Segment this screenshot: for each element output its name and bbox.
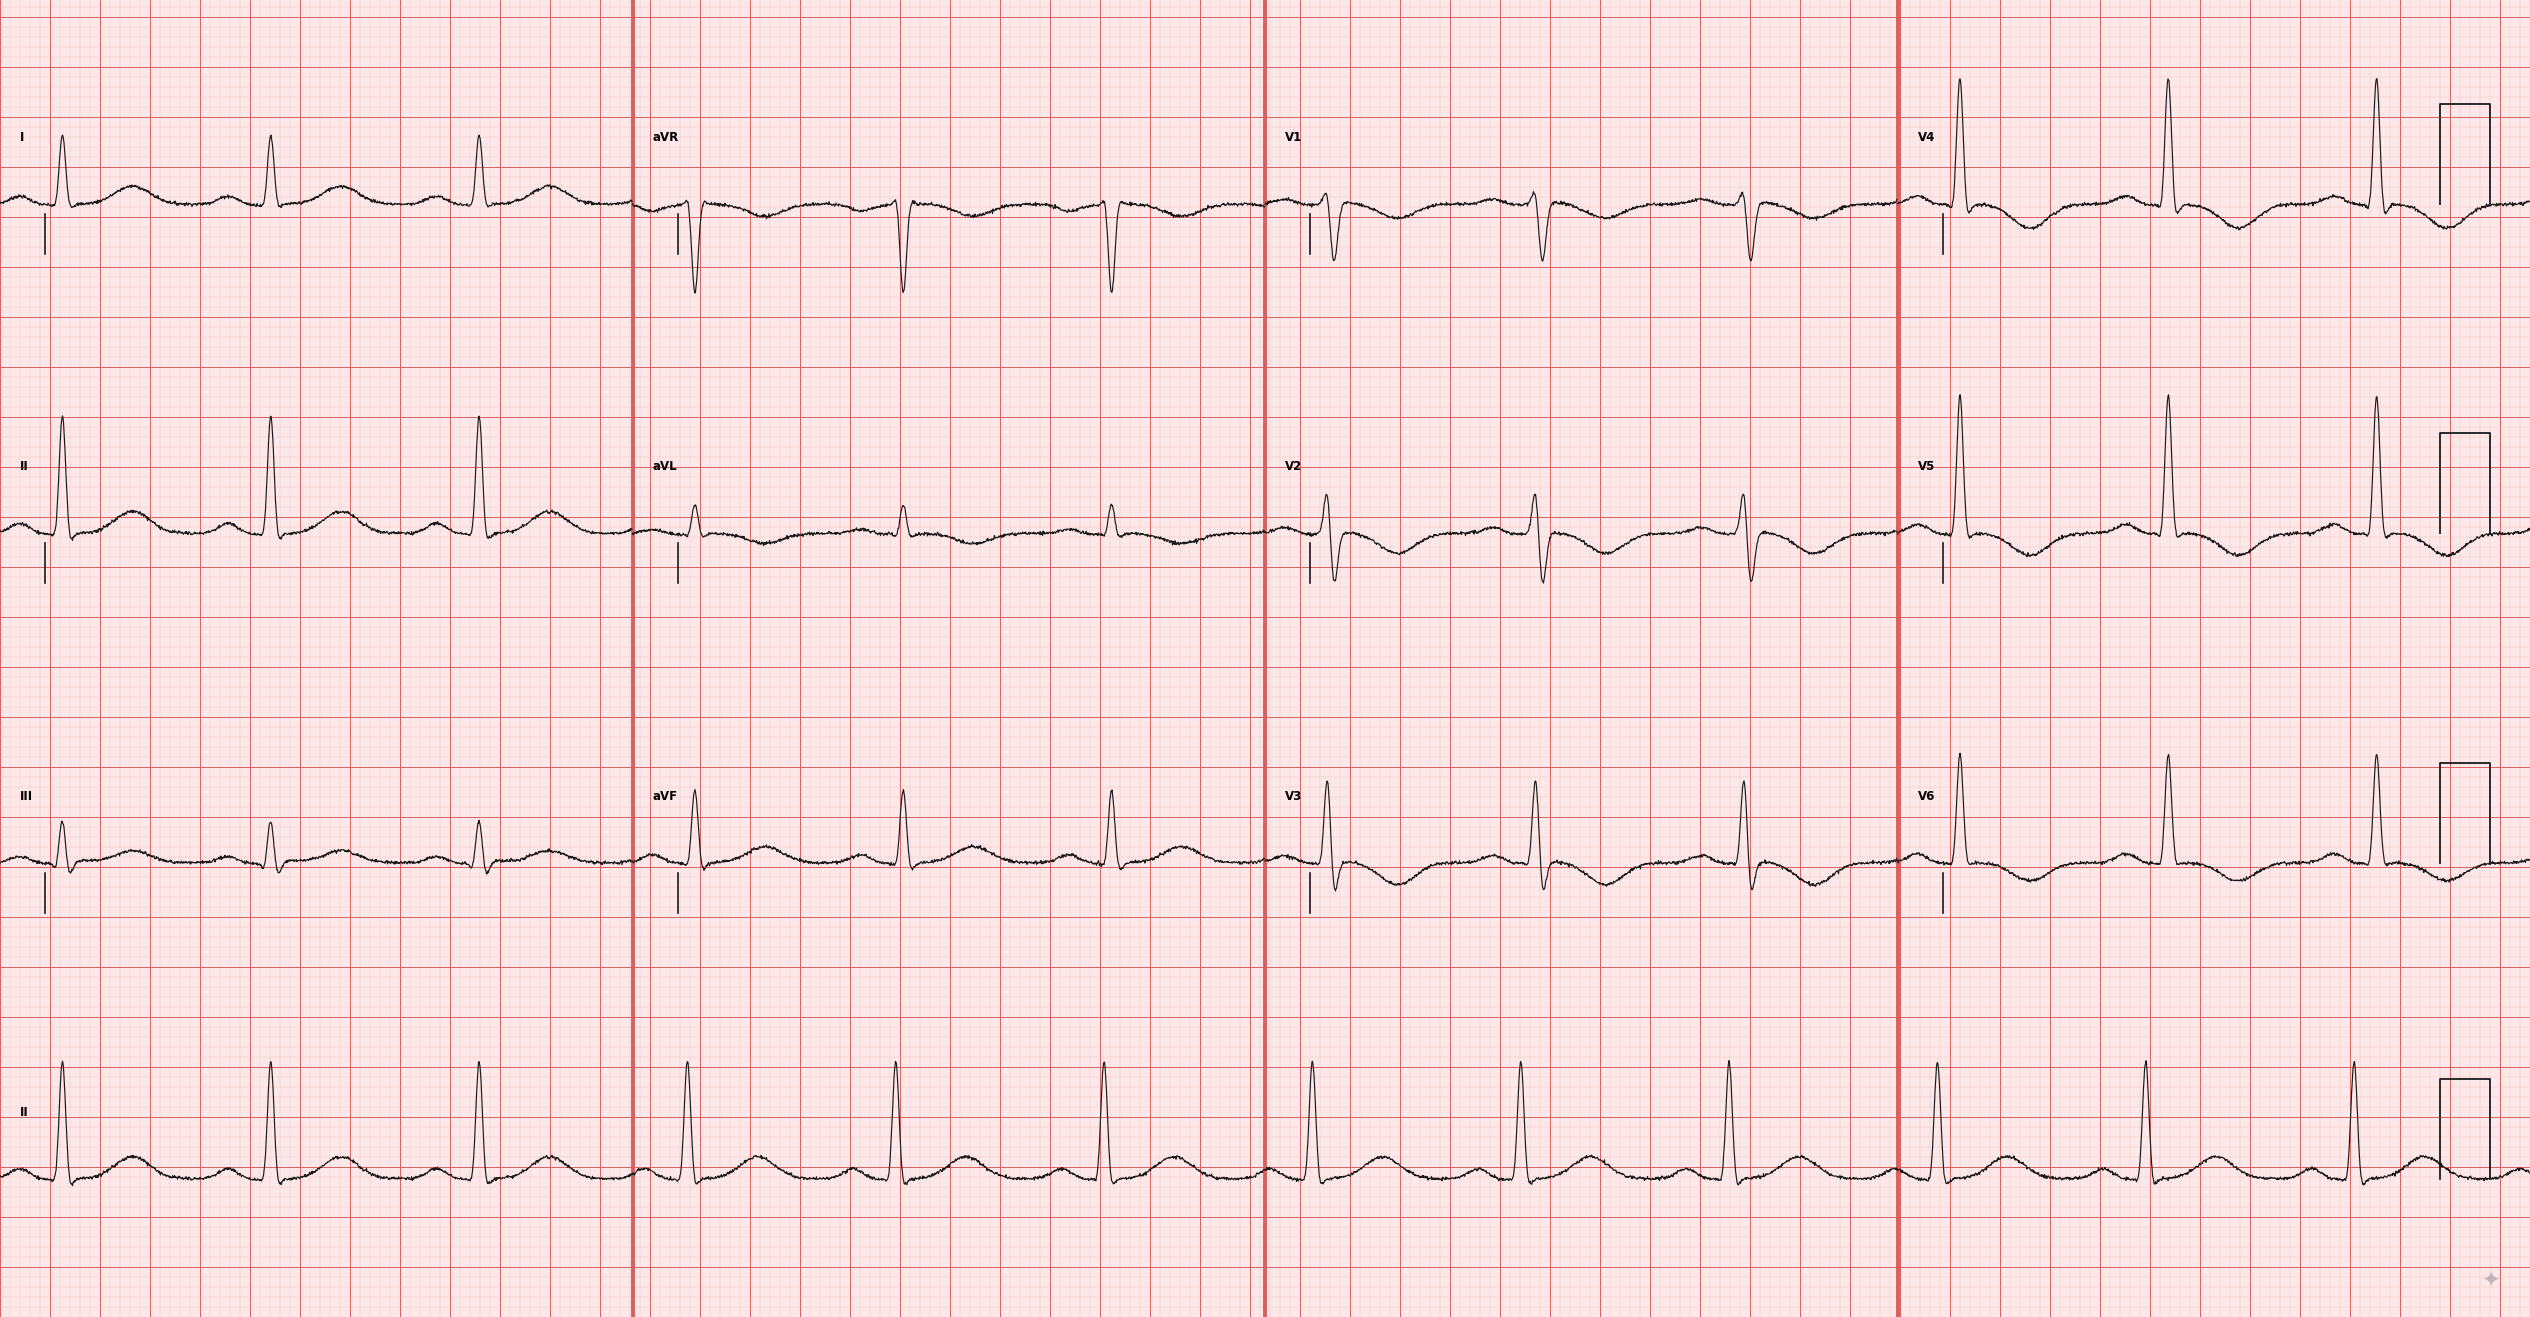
- Text: V6: V6: [1918, 790, 1935, 802]
- Text: I: I: [20, 132, 25, 144]
- Text: aVR: aVR: [653, 132, 678, 144]
- Text: V3: V3: [1285, 790, 1303, 802]
- Text: III: III: [20, 790, 33, 802]
- Text: ✦: ✦: [2482, 1272, 2500, 1292]
- Text: V1: V1: [1285, 132, 1303, 144]
- Text: aVL: aVL: [653, 461, 678, 473]
- Text: aVF: aVF: [653, 790, 678, 802]
- Text: V2: V2: [1285, 461, 1303, 473]
- Text: II: II: [20, 1106, 28, 1118]
- Text: II: II: [20, 461, 28, 473]
- Text: V5: V5: [1918, 461, 1935, 473]
- Text: V4: V4: [1918, 132, 1935, 144]
